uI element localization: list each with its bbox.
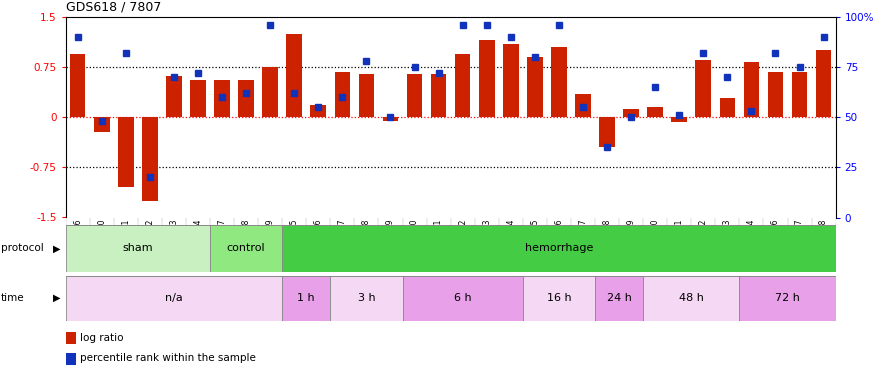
Bar [643,276,739,321]
Bar [214,80,230,117]
Bar [595,276,643,321]
Bar [286,34,302,117]
Text: percentile rank within the sample: percentile rank within the sample [80,353,256,363]
Bar [166,76,182,117]
Bar [503,44,519,117]
Bar [599,117,615,147]
Bar [527,57,542,117]
Bar [311,105,326,117]
Text: n/a: n/a [165,293,183,303]
Text: ▶: ▶ [53,243,60,254]
Text: hemorrhage: hemorrhage [525,243,593,254]
Text: 24 h: 24 h [606,293,632,303]
Text: 1 h: 1 h [298,293,315,303]
Bar [816,50,831,117]
Bar [523,276,595,321]
Bar [66,225,210,272]
Bar [142,117,158,201]
Bar [282,276,331,321]
Bar [744,62,760,117]
Bar [210,225,282,272]
Bar [282,225,836,272]
Bar [719,99,735,117]
Text: 48 h: 48 h [679,293,704,303]
Bar [739,276,836,321]
Bar [238,80,254,117]
Bar [623,109,639,117]
Bar [455,54,471,117]
Bar [671,117,687,122]
Text: 6 h: 6 h [454,293,472,303]
Bar [334,72,350,117]
Bar [551,47,567,117]
Text: 72 h: 72 h [775,293,800,303]
Bar [118,117,134,188]
Bar [262,67,278,117]
Bar [402,276,523,321]
Bar [70,54,86,117]
Bar [479,40,494,117]
Bar [66,353,76,364]
Bar [430,74,446,117]
Bar [331,276,402,321]
Text: protocol: protocol [1,243,44,254]
Bar [66,276,282,321]
Text: ▶: ▶ [53,293,60,303]
Bar [382,117,398,120]
Bar [767,72,783,117]
Text: control: control [227,243,265,254]
Text: sham: sham [123,243,153,254]
Bar [94,117,109,132]
Bar [66,333,76,344]
Bar [359,74,374,117]
Bar [407,74,423,117]
Bar [575,94,591,117]
Text: 3 h: 3 h [358,293,375,303]
Bar [792,72,808,117]
Bar [648,107,663,117]
Text: 16 h: 16 h [547,293,571,303]
Bar [696,60,711,117]
Text: time: time [1,293,24,303]
Text: log ratio: log ratio [80,333,124,343]
Bar [190,80,206,117]
Text: GDS618 / 7807: GDS618 / 7807 [66,0,161,13]
